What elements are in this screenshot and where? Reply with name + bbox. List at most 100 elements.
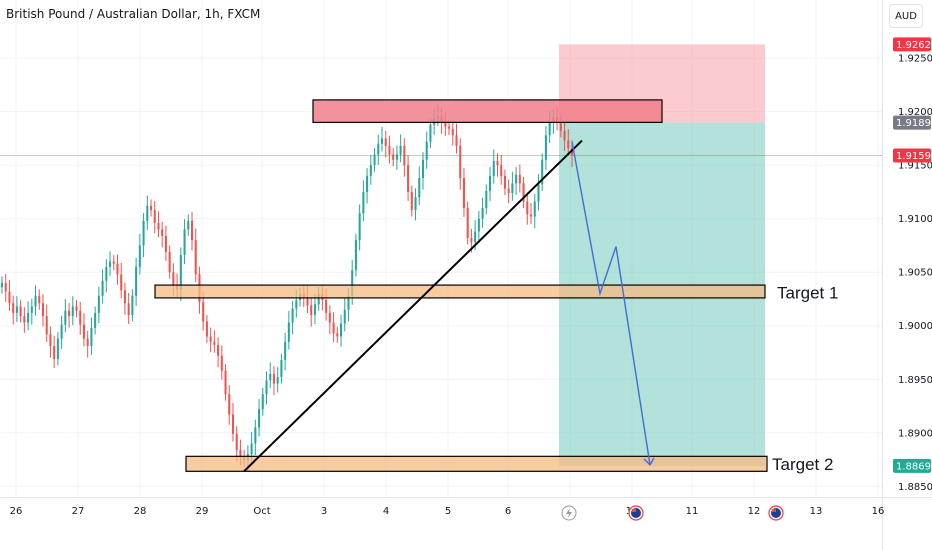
candle-body [511,183,514,194]
candle-body [328,312,331,323]
x-tick-label: 5 [445,506,451,517]
candle-body [451,128,454,136]
candle-body [228,394,231,415]
candle-body [41,303,45,317]
drawings: Target 1 Target 2 [243,139,838,474]
au-flag-icon[interactable] [628,505,644,521]
candle-body [261,394,264,410]
candle-body [392,154,395,160]
support-box-1 [154,284,766,299]
candle-body [485,190,488,209]
price-badge [893,148,931,163]
candle-body [15,306,18,313]
candle-body [313,304,316,316]
event-markers[interactable] [561,505,784,521]
price-badge-label: 1.92629 [896,40,932,51]
candle-body [60,324,63,339]
candle-body [418,178,421,198]
candle-body [101,280,104,296]
candle-body [217,345,220,356]
candle-body [205,321,208,337]
candle-body [429,124,432,142]
flag-canton [772,509,776,512]
candle-body [146,205,149,221]
candle-body [503,175,506,189]
candle-body [12,303,15,313]
candle-body [522,183,525,202]
candle-body [373,154,376,166]
candle-body [347,295,350,310]
candle-body [295,300,298,309]
candle-body [343,309,346,324]
candle-body [53,346,56,359]
candle-body [559,121,562,131]
candle-body [407,165,410,192]
candle-body [399,145,402,155]
candle-body [272,373,275,384]
x-tick-label: 11 [686,506,699,517]
candle-body [351,270,354,296]
resistance-box [312,99,663,123]
candle-body [79,310,82,325]
candle-body [82,324,85,339]
candle-body [0,282,4,288]
candle-body [71,306,74,317]
candle-body [94,312,97,328]
target-2-label: Target 2 [772,455,833,474]
x-tick-label: 6 [505,506,511,517]
candle-body [477,218,480,232]
candle-body [231,414,235,434]
trend-line [243,139,583,473]
au-flag-icon[interactable] [768,505,784,521]
candle-body [388,145,391,155]
candle-body [455,135,458,146]
candle-body [362,191,365,214]
candle-body [444,122,447,127]
chart-title: British Pound / Australian Dollar, 1h, F… [6,7,261,21]
candle-body [224,370,227,395]
projection-path [571,141,651,465]
candle-body [68,310,71,317]
candle-body [116,263,119,275]
x-tick-label: 13 [810,506,823,517]
candle-body [548,122,551,136]
price-badge-label: 1.88691 [896,461,932,472]
candle-body [366,175,369,192]
candle-body [421,159,425,179]
candle-body [250,443,253,455]
candle-body [570,148,574,156]
candle-body [142,220,145,246]
candle-body [354,240,357,271]
x-tick-label: 26 [10,506,23,517]
candle-body [470,237,473,243]
support-box-2 [185,455,768,472]
candle-body [380,138,384,144]
candle-body [220,355,223,371]
candle-body [112,261,115,264]
candle-body [425,141,428,160]
candle-body [149,205,153,211]
candle-body [190,220,194,241]
candle-body [377,143,380,155]
candle-body [384,138,387,146]
candle-body [459,145,462,179]
candle-body [496,160,499,166]
currency-button[interactable]: AUD [889,4,923,28]
candle-body [194,240,197,275]
candle-body [105,266,108,281]
flag-canton [632,509,636,512]
lightning-event-icon[interactable] [561,505,577,521]
candle-body [239,449,242,457]
x-tick-label: Oct [253,506,270,517]
x-tick-label: 16 [872,506,885,517]
candle-body [8,291,11,304]
candle-body [161,229,164,236]
candle-body [23,316,26,323]
candle-body [49,334,52,347]
candle-body [30,306,33,313]
candle-body [172,272,175,286]
y-tick-label: 1.92500 [898,54,932,65]
candle-body [395,154,398,160]
